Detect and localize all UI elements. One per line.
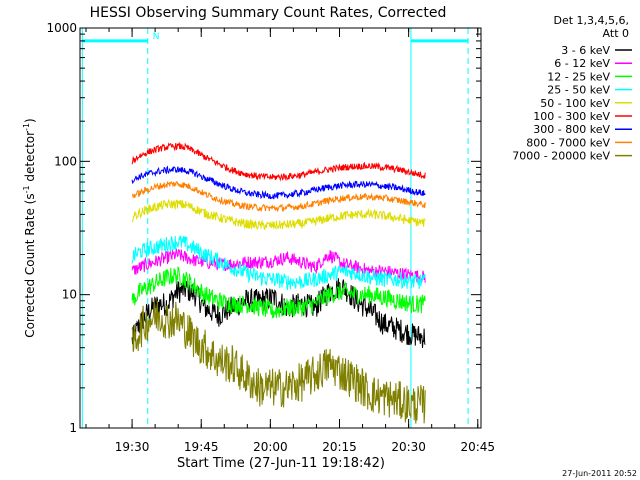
timestamp: 27-Jun-2011 20:52: [562, 469, 637, 478]
legend-header-line-2: Att 0: [603, 27, 629, 40]
series-lines: [131, 141, 426, 424]
x-tick-label: 20:30: [391, 440, 426, 454]
y-axis-label-sup-1: -1: [22, 185, 31, 193]
x-tick-label: 20:00: [253, 440, 288, 454]
y-axis: 1 10 100 1000: [46, 21, 481, 435]
legend-label: 12 - 25 keV: [547, 70, 610, 83]
series-line: [131, 198, 426, 231]
series-line: [131, 165, 426, 200]
x-tick-label: 19:45: [184, 440, 219, 454]
series-line: [131, 248, 426, 284]
y-axis-label-mid: detector: [23, 131, 37, 186]
y-tick-label: 100: [54, 154, 77, 168]
chart-title: HESSI Observing Summary Count Rates, Cor…: [90, 5, 447, 21]
x-tick-label: 20:15: [322, 440, 357, 454]
legend-label: 3 - 6 keV: [561, 44, 610, 57]
series-line: [131, 299, 426, 424]
series-line: [131, 235, 426, 291]
y-axis-label-text: Corrected Count Rate (s: [23, 193, 37, 337]
legend-label: 100 - 300 keV: [533, 110, 610, 123]
y-tick-label: 1: [69, 421, 77, 435]
n-marker-label: N: [153, 32, 160, 42]
series-line: [131, 266, 426, 319]
x-tick-label: 19:30: [115, 440, 150, 454]
x-axis: 19:30 19:45 20:00 20:15 20:30 20:45: [85, 28, 495, 454]
legend-label: 800 - 7000 keV: [526, 136, 610, 149]
x-tick-label: 20:45: [460, 440, 495, 454]
y-axis-label-sup-2: -1: [22, 123, 31, 131]
y-axis-label-end: ): [23, 118, 37, 123]
legend-label: 25 - 50 keV: [547, 84, 610, 97]
series-line: [131, 180, 426, 213]
series-line: [131, 277, 426, 349]
legend-header-line-1: Det 1,3,4,5,6,: [553, 14, 629, 27]
y-tick-label: 10: [62, 288, 77, 302]
legend-label: 300 - 800 keV: [533, 123, 610, 136]
plot-frame: [79, 27, 482, 429]
legend-label: 50 - 100 keV: [540, 97, 610, 110]
legend-label: 7000 - 20000 keV: [512, 150, 610, 163]
legend-label: 6 - 12 keV: [554, 57, 610, 70]
night-markers: N: [81, 28, 469, 428]
y-axis-label: Corrected Count Rate (s-1 detector-1): [22, 118, 37, 337]
series-line: [131, 141, 426, 182]
y-tick-label: 1000: [46, 21, 77, 35]
x-axis-label: Start Time (27-Jun-11 19:18:42): [177, 456, 385, 471]
